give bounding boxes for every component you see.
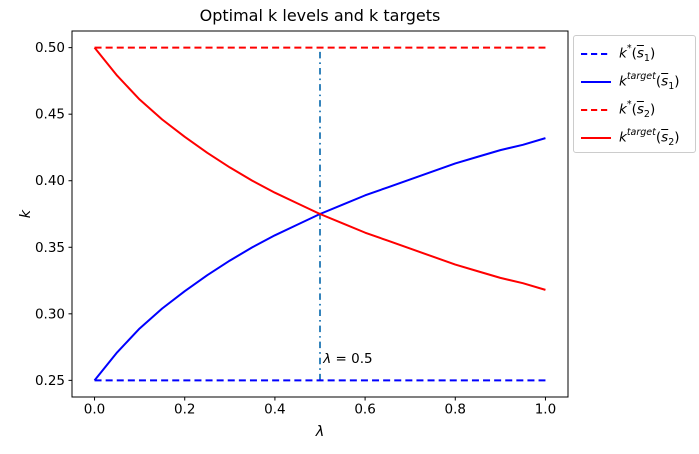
- x-tick-label: 1.0: [535, 402, 556, 418]
- y-tick-label: 0.50: [35, 40, 65, 56]
- legend-label: ktarget(s1): [619, 70, 680, 93]
- x-tick-label: 0.4: [264, 402, 285, 418]
- y-tick-label: 0.30: [35, 306, 65, 322]
- legend-label: k*(s2): [619, 98, 656, 121]
- x-axis-label: λ: [315, 424, 325, 440]
- annotation-lambda: λ = 0.5: [323, 351, 372, 367]
- x-tick-label: 0.0: [84, 402, 105, 418]
- legend-swatch-solid-line: [581, 137, 611, 139]
- y-tick-label: 0.40: [35, 173, 65, 189]
- legend-item: ktarget(s1): [574, 68, 695, 96]
- legend-item: ktarget(s2): [574, 124, 695, 152]
- y-axis-label: k: [18, 209, 34, 219]
- legend-swatch-dashed-line: [581, 109, 611, 111]
- x-tick-label: 0.2: [174, 402, 195, 418]
- legend: k*(s1) ktarget(s1) k*(s2) ktarget(s2): [573, 35, 696, 153]
- annotation-symbol: λ: [323, 351, 332, 368]
- axes-frame: [71, 30, 569, 398]
- legend-swatch-dashed-line: [581, 53, 611, 55]
- chart-title: Optimal k levels and k targets: [199, 6, 441, 25]
- y-tick-label: 0.35: [35, 240, 65, 256]
- y-tick-label: 0.25: [35, 373, 65, 389]
- legend-item: k*(s2): [574, 96, 695, 124]
- legend-label: ktarget(s2): [619, 126, 680, 149]
- series-line: [93, 47, 546, 291]
- legend-swatch-solid-line: [581, 81, 611, 83]
- annotation-value: = 0.5: [331, 351, 373, 368]
- x-tick-label: 0.8: [445, 402, 466, 418]
- legend-item: k*(s1): [574, 40, 695, 68]
- x-tick-label: 0.6: [354, 402, 375, 418]
- y-tick-label: 0.45: [35, 107, 65, 123]
- legend-label: k*(s1): [619, 42, 656, 65]
